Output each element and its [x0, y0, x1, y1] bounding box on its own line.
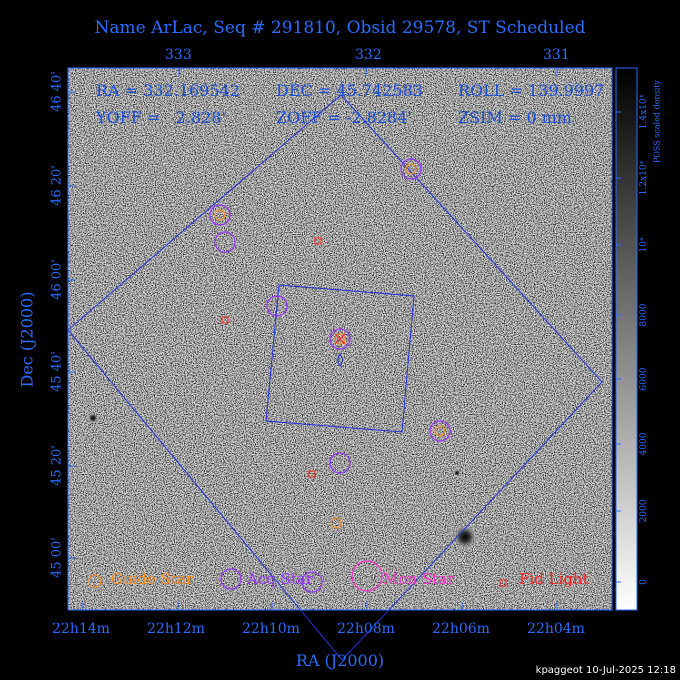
y-tick-label: 45 20': [49, 445, 65, 486]
fov-outer-outline: [67, 94, 603, 661]
guide-star-marker: [330, 517, 342, 529]
y-tick-label: 46 20': [49, 165, 65, 206]
legend-mon-symbol: [351, 560, 383, 592]
colorbar-tick-label: 6000: [639, 367, 649, 391]
colorbar: [615, 67, 638, 611]
legend-guide-label: Guide Star: [111, 570, 194, 588]
fid-light-marker: [221, 316, 229, 324]
acq-star-marker: [329, 328, 351, 350]
colorbar-tick-label: 0: [639, 579, 649, 585]
fid-light-marker: [308, 470, 316, 478]
roll-readout: ROLL = 139.9997: [458, 81, 605, 100]
colorbar-tick-label: 4000: [639, 432, 649, 456]
plot-title: Name ArLac, Seq # 291810, Obsid 29578, S…: [94, 18, 586, 38]
colorbar-tick-label: 8000: [639, 303, 649, 327]
acq-star-marker: [209, 204, 231, 226]
colorbar-tick-label: 1.2x10⁴: [639, 160, 649, 196]
dec-readout: DEC = 45.742583: [276, 81, 423, 100]
guide-star-marker: [334, 333, 346, 345]
y-axis-label: Dec (J2000): [17, 291, 37, 388]
colorbar-tick-label: 10⁴: [639, 237, 649, 253]
ra-readout: RA = 332.169542: [96, 81, 240, 100]
detector-outline: [265, 284, 415, 433]
y-tick-label: 46 40': [49, 71, 65, 112]
acq-star-marker: [214, 231, 236, 253]
y-tick-label: 45 40': [49, 351, 65, 392]
bottom-tick-label: 22h12m: [147, 621, 205, 637]
legend-fid-label: Fid Light: [519, 570, 589, 588]
bottom-tick-label: 22h10m: [242, 621, 300, 637]
acq-star-marker: [400, 158, 422, 180]
zoff-readout: ZOFF = -2.8284': [276, 108, 412, 127]
acq-star-marker: [266, 295, 288, 317]
top-tick-label: 331: [543, 47, 570, 63]
top-tick-label: 333: [165, 47, 192, 63]
top-tick-label: 332: [355, 47, 382, 63]
footer-credit: kpaggeot 10-Jul-2025 12:18: [535, 665, 676, 676]
legend-fid-symbol: [499, 579, 507, 587]
aimpoint-diamond: [336, 352, 344, 368]
guide-star-marker: [214, 209, 226, 221]
x-axis-label: RA (J2000): [295, 651, 385, 670]
bottom-tick-label: 22h14m: [52, 621, 110, 637]
zsim-readout: ZSIM = 0 mm: [458, 108, 572, 127]
bottom-tick-label: 22h04m: [527, 621, 585, 637]
y-tick-label: 46 00': [49, 259, 65, 300]
legend-guide-symbol: [88, 574, 102, 588]
bottom-tick-label: 22h06m: [432, 621, 490, 637]
legend-acq-label: Acq Star: [247, 570, 314, 588]
bottom-tick-label: 22h08m: [337, 621, 395, 637]
fid-light-marker: [314, 237, 322, 245]
colorbar-tick-label: 1.4x10⁴: [639, 94, 649, 130]
guide-star-marker: [405, 163, 417, 175]
legend-acq-symbol: [220, 568, 242, 590]
acq-star-marker: [429, 420, 451, 442]
legend-mon-label: Mon Star: [383, 570, 455, 588]
yoff-readout: YOFF = 2.828': [96, 108, 226, 127]
y-tick-label: 45 00': [49, 537, 65, 578]
acq-star-marker: [329, 452, 351, 474]
guide-star-marker: [434, 425, 446, 437]
colorbar-tick-label: 2000: [639, 499, 649, 523]
colorbar-label: POSS scaled density: [652, 79, 662, 164]
